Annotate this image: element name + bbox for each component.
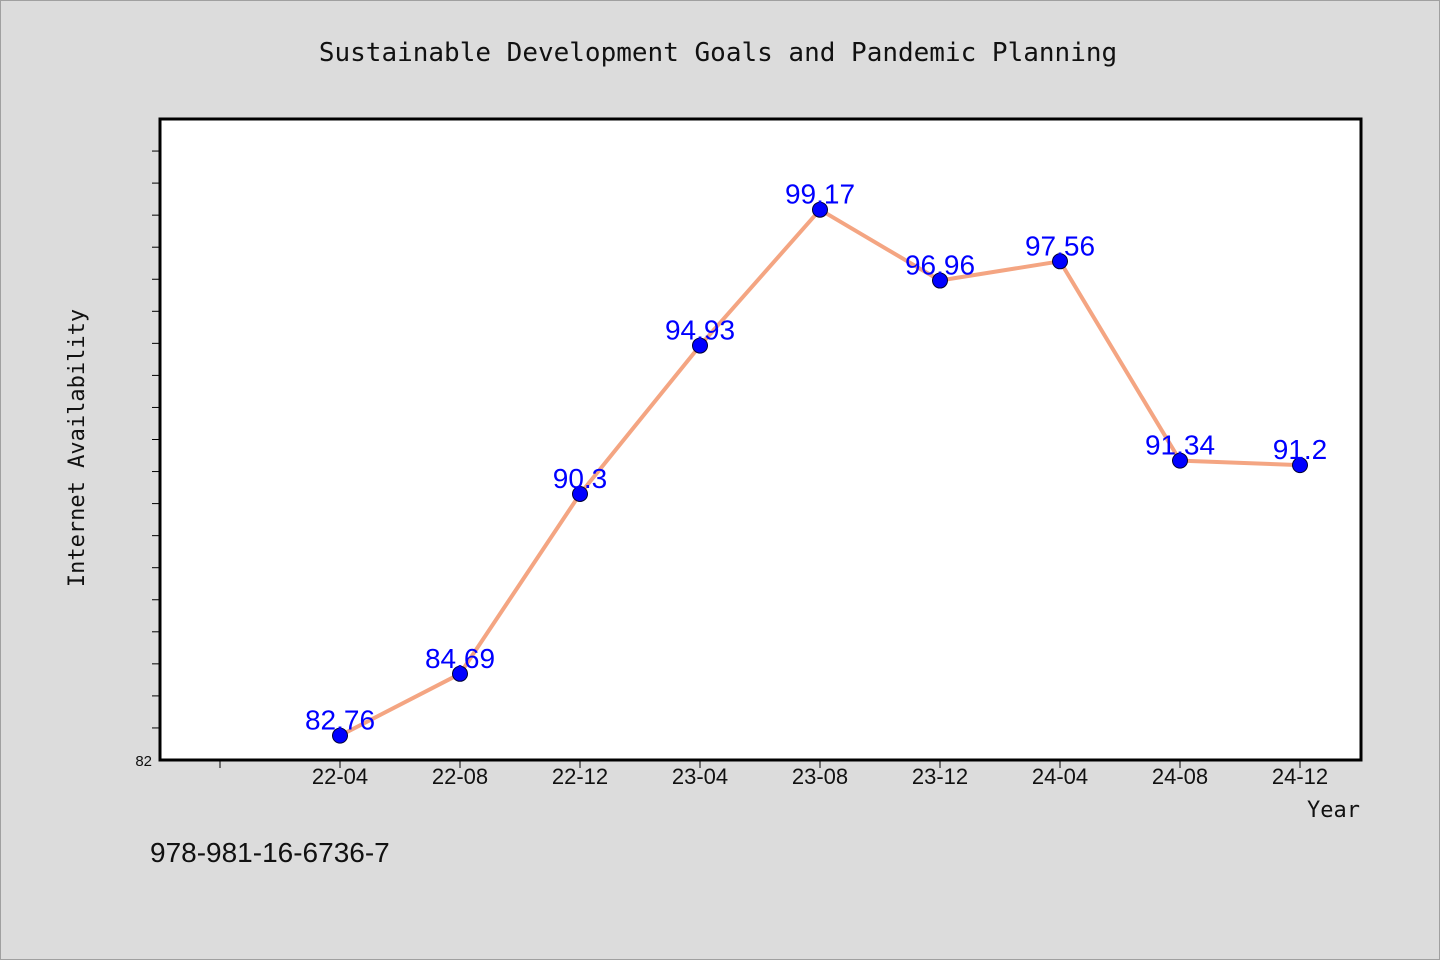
x-tick-label: 24-04	[1032, 764, 1088, 789]
data-point-marker	[692, 337, 708, 354]
data-point-marker	[332, 727, 348, 744]
data-label: 91.2	[1273, 434, 1328, 465]
data-point-marker	[812, 201, 828, 218]
x-tick-label: 23-04	[672, 764, 728, 789]
data-point-markers	[332, 201, 1308, 744]
chart-title: Sustainable Development Goals and Pandem…	[319, 38, 1117, 68]
x-tick-label: 23-12	[912, 764, 968, 789]
y-axis-ticks	[152, 150, 160, 729]
data-label: 94.93	[665, 315, 735, 346]
data-label: 96.96	[905, 250, 975, 281]
x-tick-label: 23-08	[792, 764, 848, 789]
isbn-footer: 978-981-16-6736-7	[150, 837, 390, 868]
x-tick-label: 24-08	[1152, 764, 1208, 789]
x-axis-ticks: 22-04 22-08 22-12 23-04 23-08 23-12 24-04 24-08…	[219, 760, 1328, 789]
y-tick-label-min: 82	[135, 753, 152, 770]
x-tick-label: 22-04	[312, 764, 368, 789]
data-label: 82.76	[305, 705, 375, 736]
x-tick-label: 24-12	[1272, 764, 1328, 789]
data-point-marker	[1172, 452, 1188, 469]
data-point-marker	[932, 272, 948, 289]
data-label: 97.56	[1025, 230, 1095, 261]
data-label: 99.17	[785, 179, 855, 210]
data-label: 84.69	[425, 643, 495, 674]
data-point-marker	[452, 665, 468, 682]
x-tick-label: 22-08	[432, 764, 488, 789]
plot-area	[158, 117, 1363, 762]
x-tick-label: 22-12	[552, 764, 608, 789]
data-point-marker	[1052, 253, 1068, 270]
data-labels: 82.76 84.69 90.3 94.93 99.17 96.96 97.56 91.34 9…	[305, 179, 1327, 736]
x-axis-label: Year	[1307, 798, 1360, 823]
data-point-marker	[572, 485, 588, 502]
data-label: 91.34	[1145, 430, 1215, 461]
data-label: 90.3	[553, 463, 608, 494]
data-point-marker	[1292, 457, 1308, 474]
y-axis-label: Internet Availability	[65, 309, 90, 587]
